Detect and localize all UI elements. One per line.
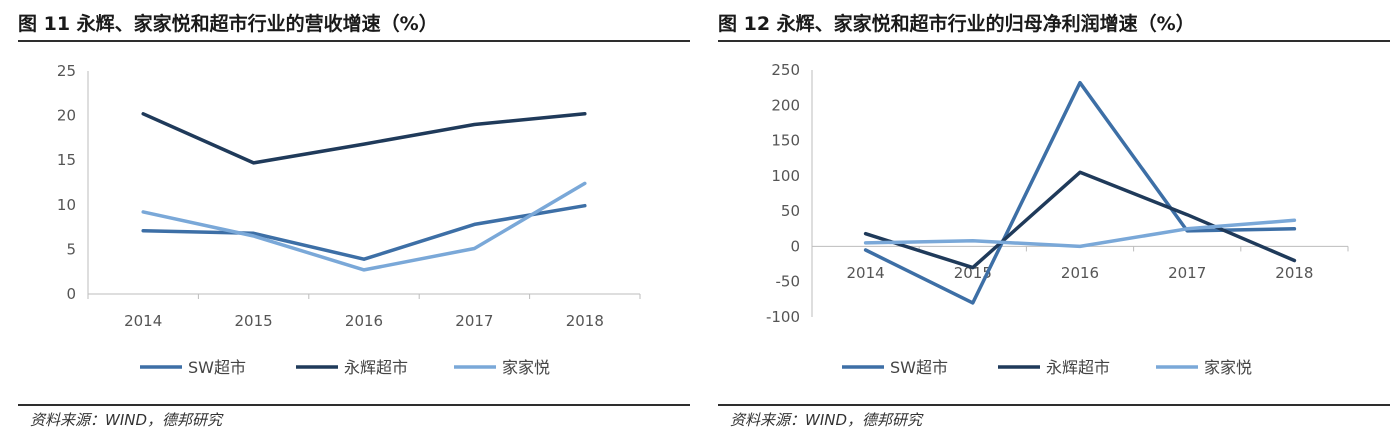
y-tick-label: 15	[57, 151, 76, 169]
line-chart-profit-growth: -100 -50 0 50 100 150 200 250 2014 2015 2016 2017 20…	[766, 61, 1349, 377]
y-tick-label: 250	[771, 61, 800, 79]
y-tick-label: 0	[790, 237, 800, 255]
series-line	[141, 203, 587, 261]
title-divider	[18, 40, 690, 42]
x-tick-label: 2017	[1168, 264, 1206, 282]
source-note: 资料来源：WIND，德邦研究	[730, 411, 923, 429]
legend-label: SW超市	[890, 358, 948, 377]
y-tick-label: 5	[66, 240, 76, 258]
legend-label: 家家悦	[502, 358, 550, 377]
legend-label: 家家悦	[1204, 358, 1252, 377]
x-tick-label: 2014	[847, 264, 885, 282]
title-divider	[718, 40, 1390, 42]
y-tick-label: 0	[66, 285, 76, 303]
series-line	[863, 170, 1297, 270]
series-line	[863, 218, 1297, 249]
x-tick-label: 2016	[345, 312, 383, 330]
chart-panel-profit-growth: 图 12 永辉、家家悦和超市行业的归母净利润增速（%） -100 -50 0 50 10…	[718, 0, 1390, 437]
x-tick-label: 2016	[1061, 264, 1099, 282]
x-tick-label: 2018	[566, 312, 604, 330]
series-line	[141, 112, 587, 165]
line-chart-revenue-growth: 0 5 10 15 20 25 2014 2015 2016 2017 2018 SW超市 永辉超市 家家…	[57, 62, 641, 377]
x-tick-label: 2017	[455, 312, 493, 330]
y-tick-label: 200	[771, 96, 800, 114]
y-tick-label: 100	[771, 167, 800, 185]
chart-title: 图 11 永辉、家家悦和超市行业的营收增速（%）	[18, 13, 438, 35]
legend-label: 永辉超市	[1046, 358, 1110, 377]
chart-title: 图 12 永辉、家家悦和超市行业的归母净利润增速（%）	[718, 13, 1195, 35]
y-tick-label: 150	[771, 132, 800, 150]
x-tick-label: 2015	[954, 264, 992, 282]
y-tick-label: -50	[776, 273, 801, 291]
series-line	[141, 181, 587, 272]
x-tick-label: 2014	[124, 312, 162, 330]
y-tick-label: 20	[57, 107, 76, 125]
chart-panel-revenue-growth: 图 11 永辉、家家悦和超市行业的营收增速（%） 0 5 10 15 20 25 2014 2…	[18, 0, 690, 437]
y-tick-label: 25	[57, 62, 76, 80]
x-tick-label: 2015	[235, 312, 273, 330]
x-tick-label: 2018	[1275, 264, 1313, 282]
y-tick-label: 50	[781, 202, 800, 220]
y-tick-label: -100	[766, 308, 800, 326]
source-divider	[718, 404, 1390, 406]
source-divider	[18, 404, 690, 406]
source-note: 资料来源：WIND，德邦研究	[30, 411, 223, 429]
legend-label: 永辉超市	[344, 358, 408, 377]
y-tick-label: 10	[57, 196, 76, 214]
legend-label: SW超市	[188, 358, 246, 377]
